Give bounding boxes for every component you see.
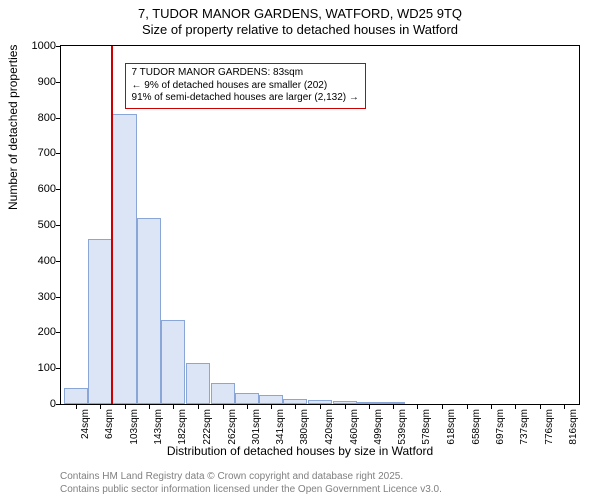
chart-title-line1: 7, TUDOR MANOR GARDENS, WATFORD, WD25 9T… xyxy=(0,6,600,21)
annotation-line2: ← 9% of detached houses are smaller (202… xyxy=(132,80,359,93)
x-tick-label: 776sqm xyxy=(544,409,555,447)
y-tick-mark xyxy=(56,189,60,190)
x-tick-label: 420sqm xyxy=(324,409,335,447)
x-tick-label: 816sqm xyxy=(568,409,579,447)
chart-container: 7, TUDOR MANOR GARDENS, WATFORD, WD25 9T… xyxy=(0,0,600,500)
histogram-bar xyxy=(259,395,283,404)
x-tick-mark xyxy=(247,405,248,409)
x-tick-mark xyxy=(417,405,418,409)
x-tick-mark xyxy=(320,405,321,409)
x-tick-label: 222sqm xyxy=(202,409,213,447)
x-tick-mark xyxy=(442,405,443,409)
y-tick-label: 200 xyxy=(38,326,56,338)
x-tick-mark xyxy=(173,405,174,409)
x-tick-mark xyxy=(271,405,272,409)
y-tick-label: 700 xyxy=(38,147,56,159)
x-tick-label: 539sqm xyxy=(397,409,408,447)
y-tick-mark xyxy=(56,332,60,333)
x-tick-label: 618sqm xyxy=(446,409,457,447)
credits-text: Contains HM Land Registry data © Crown c… xyxy=(60,470,442,496)
histogram-bar xyxy=(357,402,381,404)
x-tick-mark xyxy=(393,405,394,409)
x-tick-mark xyxy=(515,405,516,409)
histogram-bar xyxy=(333,401,357,404)
y-tick-mark xyxy=(56,368,60,369)
y-axis-label: Number of detached properties xyxy=(6,45,20,210)
y-tick-label: 100 xyxy=(38,362,56,374)
histogram-bar xyxy=(186,363,210,404)
chart-title-line2: Size of property relative to detached ho… xyxy=(0,22,600,37)
y-tick-label: 300 xyxy=(38,291,56,303)
y-tick-mark xyxy=(56,261,60,262)
y-tick-label: 600 xyxy=(38,183,56,195)
x-tick-label: 182sqm xyxy=(177,409,188,447)
x-tick-mark xyxy=(345,405,346,409)
x-tick-label: 658sqm xyxy=(471,409,482,447)
histogram-bar xyxy=(211,383,235,404)
histogram-bar xyxy=(137,218,161,404)
x-tick-mark xyxy=(564,405,565,409)
x-tick-mark xyxy=(100,405,101,409)
x-tick-label: 697sqm xyxy=(495,409,506,447)
y-tick-mark xyxy=(56,82,60,83)
y-tick-mark xyxy=(56,225,60,226)
x-tick-label: 460sqm xyxy=(349,409,360,447)
annotation-box: 7 TUDOR MANOR GARDENS: 83sqm← 9% of deta… xyxy=(125,63,366,109)
x-tick-label: 578sqm xyxy=(421,409,432,447)
x-tick-label: 262sqm xyxy=(227,409,238,447)
property-marker-line xyxy=(111,46,113,404)
annotation-line3: 91% of semi-detached houses are larger (… xyxy=(132,92,359,105)
annotation-line1: 7 TUDOR MANOR GARDENS: 83sqm xyxy=(132,67,359,80)
y-tick-mark xyxy=(56,118,60,119)
x-tick-label: 24sqm xyxy=(80,409,91,447)
y-tick-mark xyxy=(56,153,60,154)
y-tick-label: 800 xyxy=(38,112,56,124)
y-tick-label: 500 xyxy=(38,219,56,231)
x-tick-label: 301sqm xyxy=(251,409,262,447)
y-tick-label: 900 xyxy=(38,76,56,88)
x-tick-mark xyxy=(467,405,468,409)
x-tick-label: 103sqm xyxy=(129,409,140,447)
x-tick-label: 64sqm xyxy=(104,409,115,447)
histogram-bar xyxy=(235,393,259,404)
histogram-bar xyxy=(112,114,136,404)
histogram-bar xyxy=(283,399,307,404)
x-tick-mark xyxy=(125,405,126,409)
x-tick-mark xyxy=(540,405,541,409)
x-tick-mark xyxy=(295,405,296,409)
x-tick-mark xyxy=(491,405,492,409)
histogram-bar xyxy=(88,239,112,404)
x-tick-mark xyxy=(198,405,199,409)
x-tick-label: 499sqm xyxy=(373,409,384,447)
x-tick-label: 341sqm xyxy=(275,409,286,447)
histogram-bar xyxy=(308,400,332,404)
x-tick-label: 737sqm xyxy=(519,409,530,447)
y-tick-mark xyxy=(56,404,60,405)
histogram-bar xyxy=(64,388,88,404)
histogram-bar xyxy=(381,402,405,404)
credits-line1: Contains HM Land Registry data © Crown c… xyxy=(60,470,442,483)
x-tick-mark xyxy=(369,405,370,409)
plot-area: 7 TUDOR MANOR GARDENS: 83sqm← 9% of deta… xyxy=(60,45,580,405)
y-tick-label: 1000 xyxy=(32,40,56,52)
histogram-bar xyxy=(161,320,185,404)
x-tick-label: 143sqm xyxy=(153,409,164,447)
y-tick-mark xyxy=(56,46,60,47)
x-tick-mark xyxy=(76,405,77,409)
x-tick-mark xyxy=(149,405,150,409)
y-tick-mark xyxy=(56,297,60,298)
x-tick-mark xyxy=(223,405,224,409)
y-tick-label: 400 xyxy=(38,255,56,267)
x-tick-label: 380sqm xyxy=(299,409,310,447)
credits-line2: Contains public sector information licen… xyxy=(60,483,442,496)
